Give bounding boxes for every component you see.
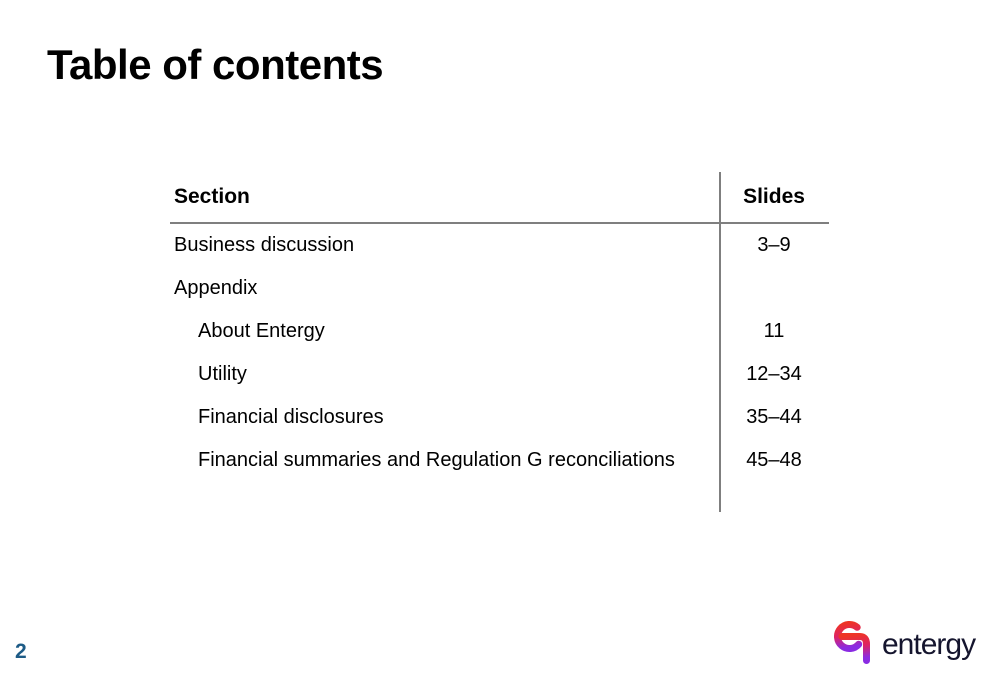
table-row: Financial disclosures 35–44 [170,396,829,439]
row-section-label: About Entergy [198,320,325,342]
toc-table: Section Slides Business discussion 3–9 App… [170,172,829,512]
column-header-slides: Slides [743,185,805,208]
row-slides-value: 45–48 [746,449,802,471]
row-slides-value: 11 [763,320,785,342]
toc-body: Business discussion 3–9 Appendix About Ente… [170,224,829,482]
page-title: Table of contents [47,41,384,88]
table-row: About Entergy 11 [170,310,829,353]
page-number: 2 [15,640,27,663]
row-slides-value: 3–9 [757,234,791,256]
row-section-label: Financial disclosures [198,406,384,428]
row-section-label: Utility [198,363,247,385]
entergy-logo-wordmark: entergy [882,628,976,661]
row-section-label: Financial summaries and Regulation G rec… [198,449,675,471]
row-section-label: Business discussion [174,234,355,256]
toc-header-row: Section Slides [170,172,829,224]
row-slides-value: 35–44 [746,406,802,428]
table-row: Utility 12–34 [170,353,829,396]
entergy-logo-icon [834,621,870,664]
column-divider-line [719,172,721,512]
entergy-logo: entergy [833,620,976,666]
table-row: Appendix [170,267,829,310]
table-row: Business discussion 3–9 [170,224,829,267]
table-row: Financial summaries and Regulation G rec… [170,439,829,482]
column-header-section: Section [174,185,250,208]
row-slides-value: 12–34 [746,363,802,385]
row-section-label: Appendix [174,277,258,299]
